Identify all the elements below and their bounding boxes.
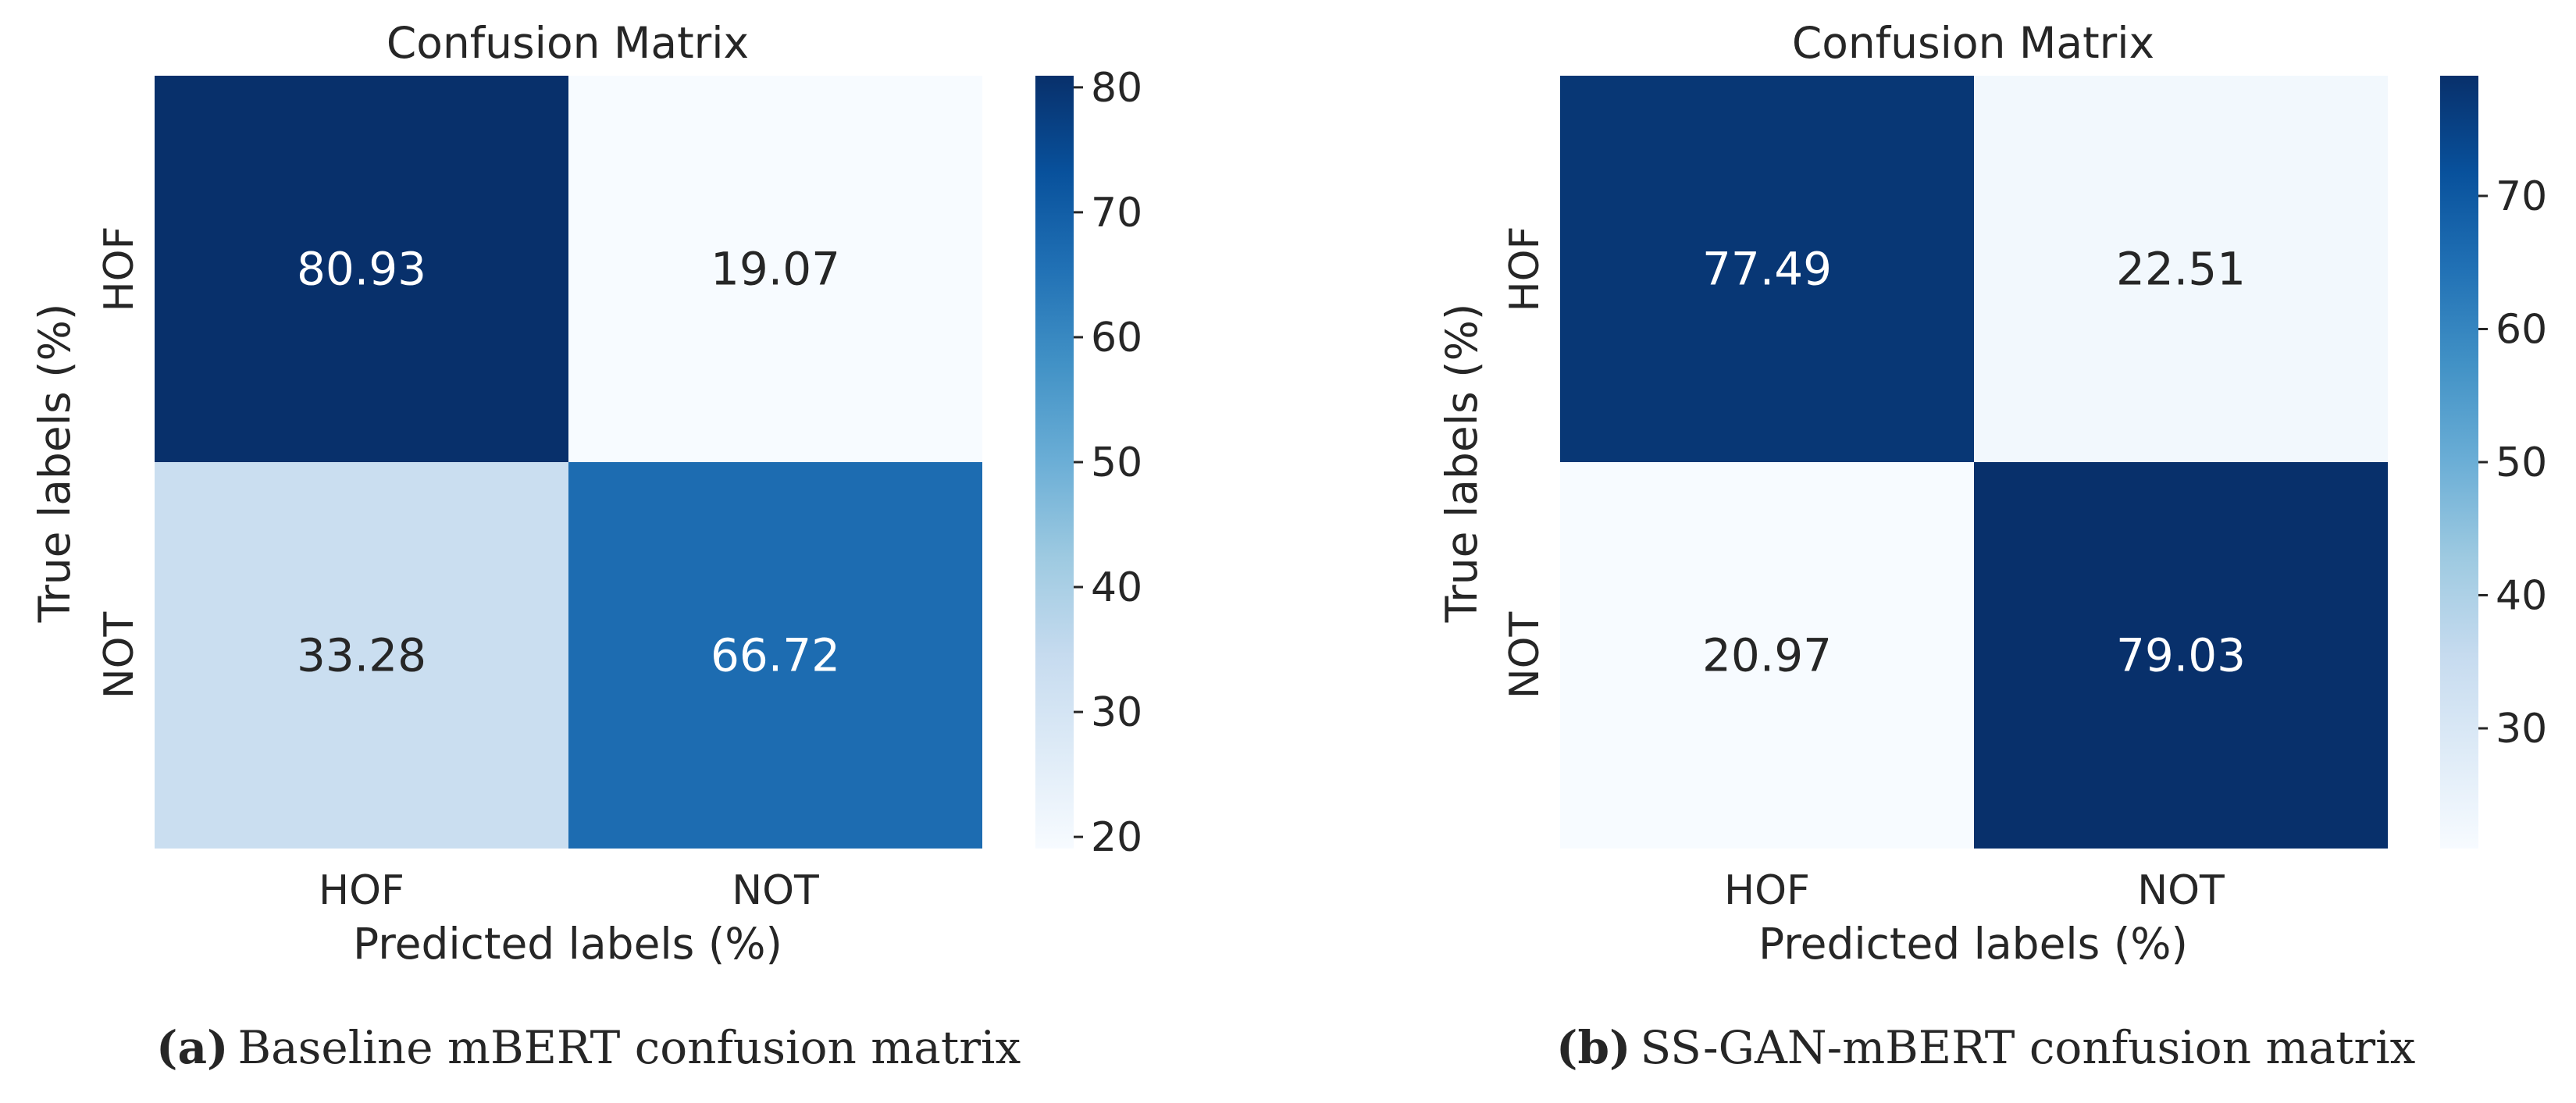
- colorbar-tick-label: 70: [1091, 190, 1142, 237]
- heatmap-cell-r0-c0: [1560, 76, 1974, 462]
- cell-value-label: 79.03: [2116, 629, 2246, 682]
- x-axis-label: Predicted labels (%): [353, 919, 782, 969]
- heatmap-cell-r0-c1: [568, 76, 982, 462]
- panel-caption: (b) SS-GAN-mBERT confusion matrix: [1556, 1021, 2415, 1074]
- cell-value-label: 77.49: [1702, 243, 1832, 296]
- colorbar-tick-label: 30: [1091, 689, 1142, 736]
- panel-b: Confusion Matrix 77.49 22.51 20.97 79.03 HOF N…: [1437, 18, 2547, 1074]
- cell-value-label: 20.97: [1702, 629, 1832, 682]
- y-tick-label: HOF: [1502, 226, 1548, 312]
- y-axis-label: True labels (%): [1437, 304, 1487, 624]
- heatmap-cell-r1-c1: [568, 462, 982, 849]
- panel-caption: (a) Baseline mBERT confusion matrix: [156, 1021, 1021, 1074]
- heatmap-cell-r1-c0: [155, 462, 568, 849]
- colorbar-tick-label: 30: [2496, 706, 2547, 753]
- x-tick-label: NOT: [732, 867, 819, 914]
- y-tick-label: NOT: [96, 611, 143, 699]
- caption-text: SS-GAN-mBERT confusion matrix: [1640, 1021, 2415, 1074]
- colorbar-tick-label: 50: [1091, 439, 1142, 486]
- colorbar-tick-label: 50: [2496, 439, 2547, 486]
- x-tick-label: HOF: [319, 867, 404, 914]
- cell-value-label: 66.72: [711, 629, 840, 682]
- cell-value-label: 33.28: [297, 629, 426, 682]
- colorbar-tick-label: 60: [2496, 306, 2547, 353]
- colorbar-tick-label: 20: [1091, 814, 1142, 861]
- heatmap-cell-r1-c0: [1560, 462, 1974, 849]
- colorbar: [1035, 76, 1074, 849]
- heatmap-cell-r0-c0: [155, 76, 568, 462]
- cell-value-label: 22.51: [2116, 243, 2246, 296]
- x-axis-label: Predicted labels (%): [1758, 919, 2188, 969]
- colorbar-tick-label: 40: [2496, 573, 2547, 620]
- chart-title: Confusion Matrix: [387, 18, 749, 68]
- colorbar-tick-label: 40: [1091, 564, 1142, 611]
- caption-letter: (b): [1556, 1021, 1630, 1074]
- cell-value-label: 80.93: [297, 243, 426, 296]
- caption-letter: (a): [156, 1021, 228, 1074]
- x-tick-label: HOF: [1724, 867, 1810, 914]
- chart-title: Confusion Matrix: [1792, 18, 2154, 68]
- panel-a: Confusion Matrix 80.93 19.07 33.28 66.72 HOF N…: [30, 18, 1142, 1074]
- y-tick-label: HOF: [96, 226, 143, 312]
- caption-text: Baseline mBERT confusion matrix: [237, 1021, 1021, 1074]
- colorbar: [2440, 76, 2478, 849]
- x-tick-label: NOT: [2137, 867, 2225, 914]
- y-axis-label: True labels (%): [30, 304, 80, 624]
- colorbar-tick-label: 80: [1091, 65, 1142, 112]
- heatmap-cell-r1-c1: [1974, 462, 2388, 849]
- colorbar-tick-label: 70: [2496, 173, 2547, 220]
- colorbar-tick-label: 60: [1091, 315, 1142, 361]
- cell-value-label: 19.07: [711, 243, 840, 296]
- y-tick-label: NOT: [1502, 611, 1548, 699]
- heatmap-cell-r0-c1: [1974, 76, 2388, 462]
